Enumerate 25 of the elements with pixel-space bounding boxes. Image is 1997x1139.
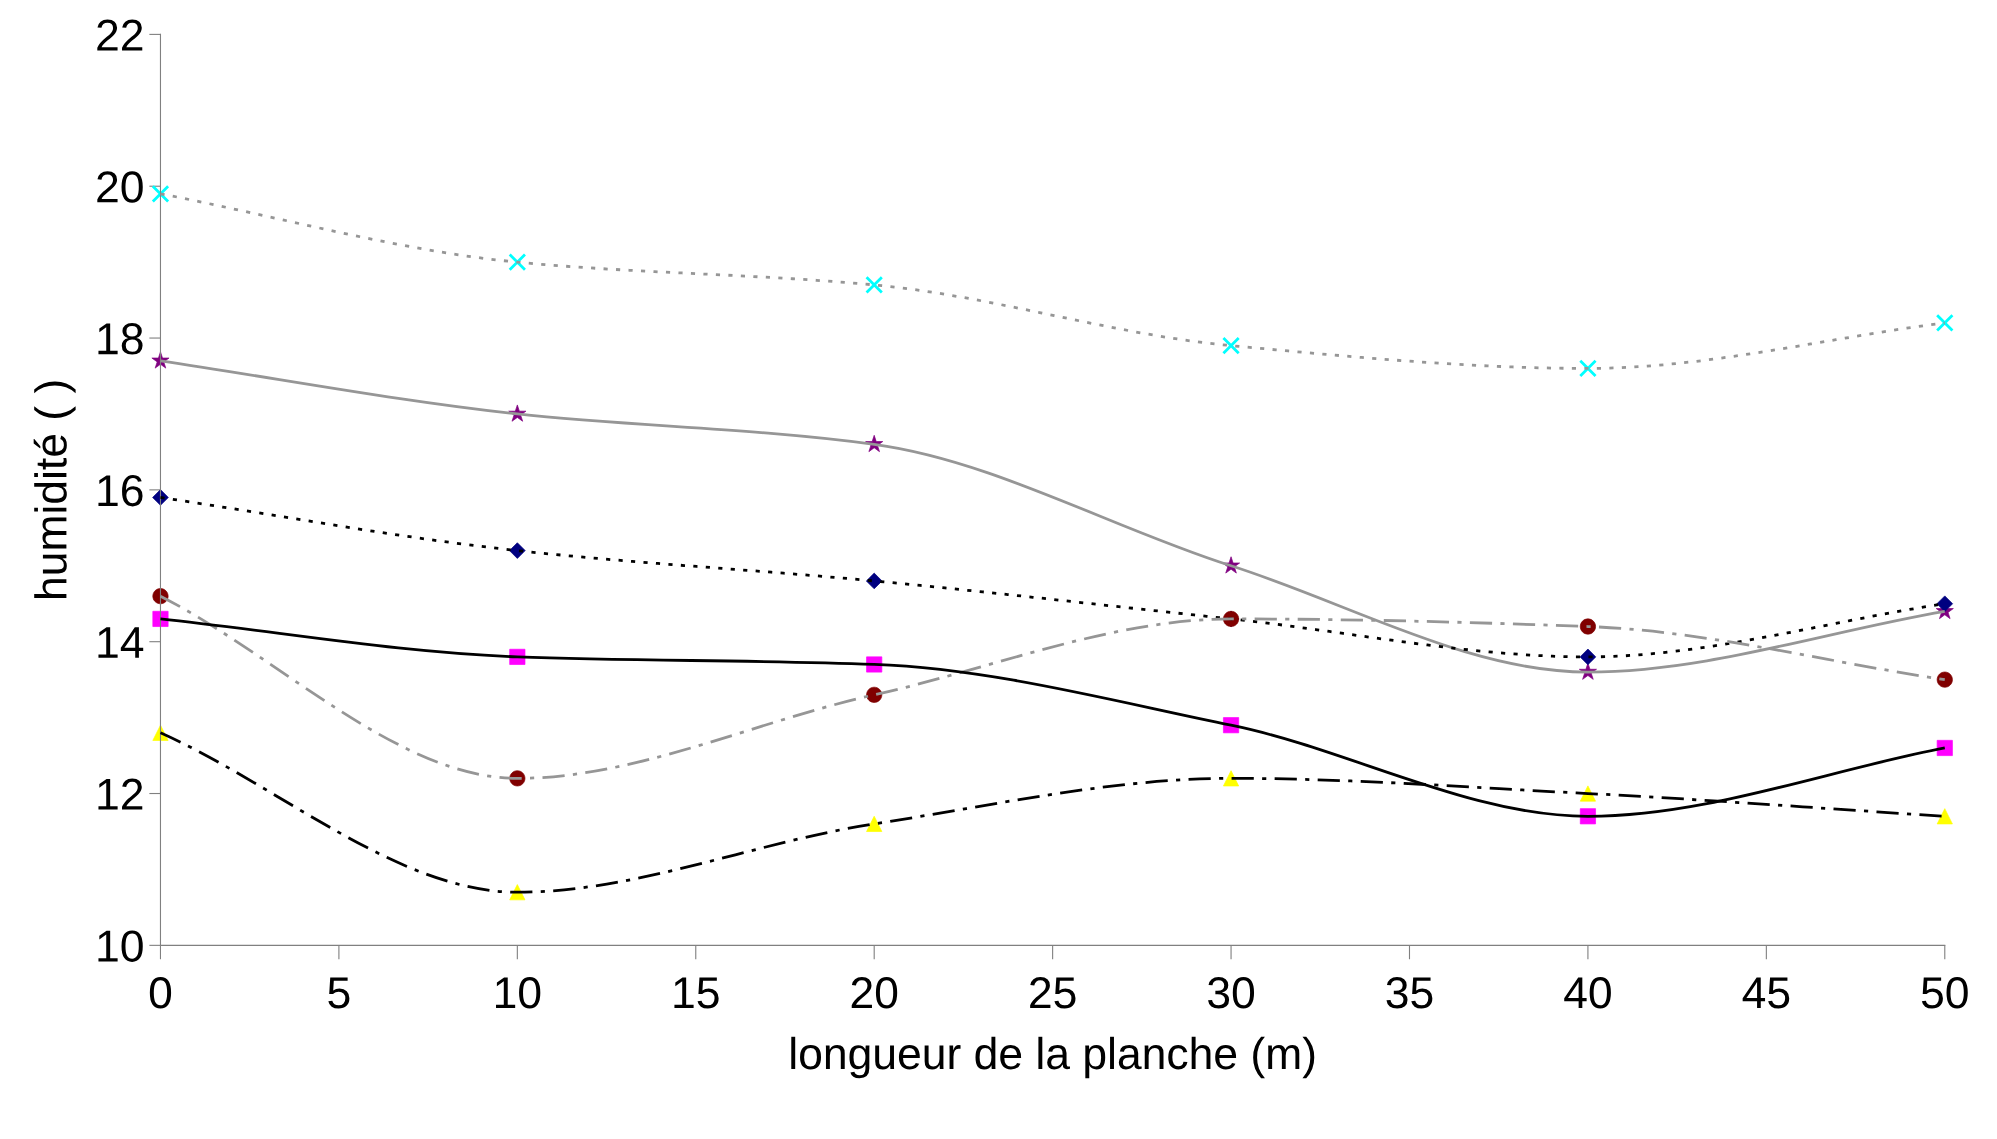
x-tick-label: 15: [674, 977, 719, 1009]
x-tick-label: 5: [328, 977, 350, 1009]
point: [151, 184, 170, 203]
x-tick-label: 0: [149, 977, 172, 1009]
x-tick-label: 40: [1564, 977, 1611, 1009]
y-tick-label: 22: [97, 19, 143, 51]
x-tick-label: 35: [1386, 977, 1433, 1009]
point: [866, 815, 883, 832]
y-tick-label: 20: [97, 171, 143, 203]
x-axis-title: longueur de la planche (m): [791, 1036, 1315, 1079]
point: [865, 275, 884, 294]
x-tick-label: 50: [1921, 977, 1968, 1009]
x-tick-label: 45: [1742, 977, 1790, 1009]
point: [1222, 336, 1241, 355]
y-tick-label: 16: [98, 474, 143, 507]
y-tick-label: 10: [98, 930, 143, 962]
y-tick-label: 18: [98, 323, 143, 355]
y-tick-label: 12: [98, 778, 143, 810]
y-tick-label: 14: [98, 627, 144, 658]
x-tick-label: 20: [851, 977, 898, 1009]
y-axis-title: humidité ( ): [33, 381, 76, 598]
x-tick-label: 10: [496, 977, 541, 1009]
x-tick-label: 30: [1208, 977, 1255, 1009]
point: [1935, 313, 1954, 332]
x-tick-label: 25: [1030, 977, 1076, 1009]
